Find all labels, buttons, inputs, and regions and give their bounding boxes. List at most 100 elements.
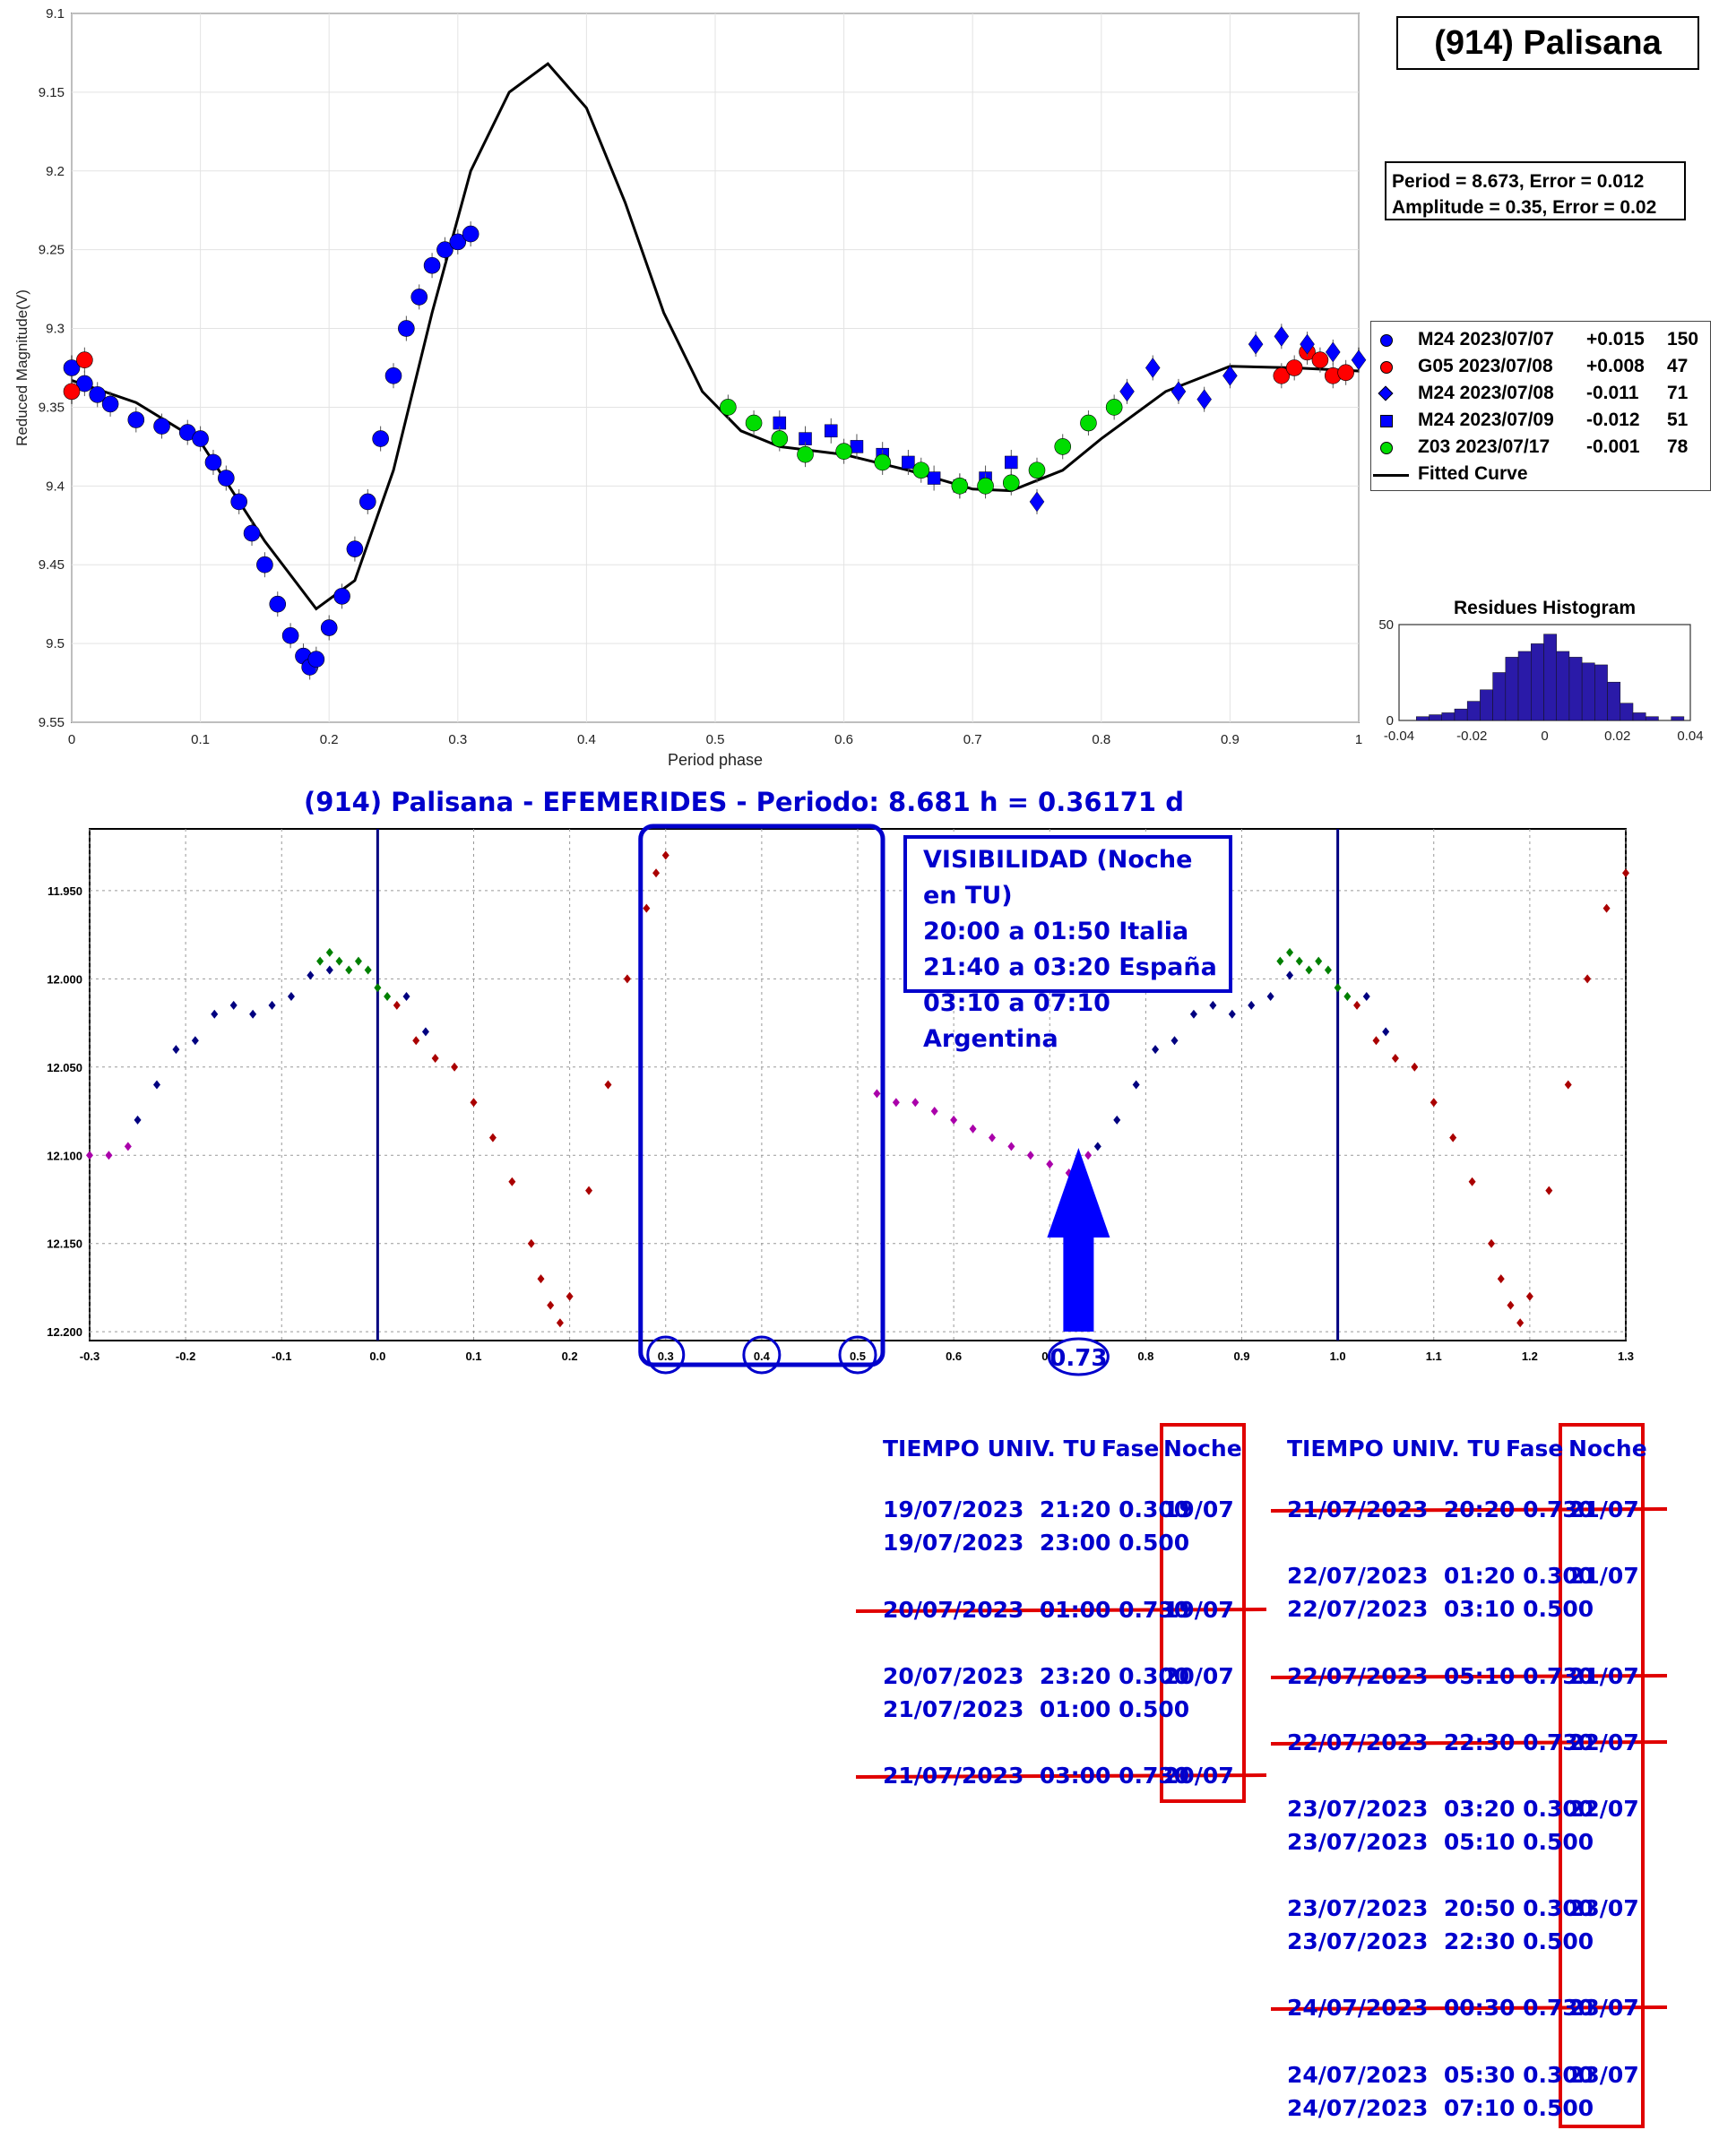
eph-point [527, 1238, 535, 1248]
lc-x-tick-label: 0.6 [834, 732, 853, 747]
table-row: 21/07/2023 20:20 0.730 21/07 [1287, 1496, 1639, 1522]
observation-window-box [638, 824, 885, 1367]
legend-session: G05 2023/07/08 [1418, 356, 1553, 376]
lc-x-tick-label: 0.5 [706, 732, 725, 747]
header-phase: Fase [1506, 1436, 1564, 1462]
legend-session: Z03 2023/07/17 [1418, 436, 1551, 457]
lc-point [1273, 367, 1291, 384]
legend-session: Fitted Curve [1418, 463, 1528, 484]
lc-point [1002, 474, 1020, 492]
row-night: 19/07 [1163, 1597, 1234, 1623]
eph-point [969, 1124, 977, 1134]
row-time-phase: 20/07/2023 23:20 0.300 [883, 1663, 1190, 1689]
legend-marker [1380, 442, 1393, 454]
lc-point [1028, 461, 1046, 479]
lc-point [320, 619, 338, 636]
eph-point [1209, 1000, 1217, 1010]
eph-point [623, 974, 631, 984]
lc-point [1337, 364, 1354, 382]
header-time: TIEMPO UNIV. TU [1287, 1436, 1501, 1462]
visibility-argentina: 03:10 a 07:10 Argentina [923, 989, 1110, 1053]
lc-point [1351, 349, 1367, 371]
eph-point [1507, 1300, 1515, 1310]
eph-point [488, 1133, 497, 1143]
hist-title: Residues Histogram [1454, 598, 1636, 618]
eph-point [1007, 1142, 1015, 1151]
row-time-phase: 23/07/2023 03:20 0.300 [1287, 1796, 1594, 1822]
lc-x-tick-label: 0.1 [191, 732, 210, 747]
lc-point [101, 395, 119, 413]
eph-x-tick-label: 1.1 [1426, 1350, 1442, 1363]
lc-point [1105, 399, 1123, 416]
legend-marker [1380, 334, 1393, 347]
row-time-phase: 19/07/2023 21:20 0.300 [883, 1496, 1190, 1522]
eph-point [1382, 1027, 1390, 1037]
legend-offset: +0.015 [1586, 329, 1645, 349]
lc-y-tick-label: 9.15 [39, 85, 65, 100]
legend-offset: +0.008 [1586, 356, 1645, 376]
lc-point [153, 418, 170, 435]
lc-point [902, 455, 915, 470]
eph-point [1315, 956, 1323, 966]
lc-point [89, 386, 107, 403]
table-row: 21/07/2023 01:00 0.500 [883, 1696, 1189, 1722]
night-column-highlight [1160, 1423, 1246, 1803]
hist-x-tick-label: 0.04 [1677, 729, 1703, 744]
table-row: 23/07/2023 05:10 0.500 [1287, 1829, 1594, 1855]
lc-point [835, 443, 852, 460]
eph-point [1113, 1115, 1121, 1125]
hist-y-tick-label: 50 [1378, 617, 1394, 633]
lc-point [462, 225, 479, 243]
hist-x-tick-label: 0 [1541, 729, 1548, 744]
eph-point [1334, 983, 1342, 993]
row-time-phase: 22/07/2023 01:20 0.300 [1287, 1563, 1594, 1589]
row-night: 20/07 [1163, 1763, 1234, 1789]
lc-x-tick-label: 0.4 [577, 732, 596, 747]
lc-y-tick-label: 9.45 [39, 557, 65, 573]
legend-count: 71 [1667, 383, 1689, 403]
row-time-phase: 22/07/2023 03:10 0.500 [1287, 1596, 1594, 1622]
table-row: 19/07/2023 21:20 0.300 19/07 [883, 1496, 1234, 1522]
eph-x-tick-label: 0.3 [658, 1350, 674, 1363]
eph-point [268, 1000, 276, 1010]
eph-point [988, 1133, 996, 1143]
eph-x-tick-label: 1.3 [1618, 1350, 1634, 1363]
lc-point [333, 588, 350, 605]
lc-point [720, 399, 737, 416]
lc-x-tick-label: 0.2 [320, 732, 339, 747]
legend-count: 47 [1667, 356, 1689, 376]
eph-point [1525, 1291, 1533, 1301]
lc-point [912, 461, 930, 479]
eph-point [1228, 1009, 1236, 1019]
row-time-phase: 19/07/2023 23:00 0.500 [883, 1530, 1190, 1556]
eph-point [1372, 1036, 1380, 1046]
lc-point [1274, 325, 1290, 347]
lc-point [1222, 365, 1238, 386]
lc-point [1248, 333, 1264, 355]
eph-point [1170, 1036, 1179, 1046]
eph-point [1430, 1098, 1438, 1108]
eph-point [643, 903, 651, 913]
eph-point [402, 992, 410, 1002]
lc-y-tick-label: 9.2 [46, 164, 65, 179]
eph-point [1468, 1177, 1476, 1186]
eph-point [249, 1009, 257, 1019]
eph-point [229, 1000, 238, 1010]
legend-item: Fitted Curve [1371, 461, 1710, 488]
eph-point [393, 1000, 401, 1010]
eph-point [1152, 1045, 1160, 1055]
header-night: Noche [1163, 1436, 1242, 1462]
legend-session: M24 2023/07/09 [1418, 410, 1554, 430]
eph-point [211, 1009, 219, 1019]
fitted-curve [71, 62, 1360, 611]
lc-point [1080, 414, 1097, 432]
eph-point [86, 1151, 93, 1160]
lc-point [218, 470, 235, 487]
visibility-italia: 20:00 a 01:50 Italia [923, 918, 1189, 945]
legend-item: M24 2023/07/09 -0.012 51 [1371, 408, 1710, 435]
legend-item: G05 2023/07/08 +0.008 47 [1371, 354, 1710, 381]
eph-x-tick-label: 0.6 [946, 1350, 962, 1363]
lc-point [281, 627, 299, 644]
eph-point [1353, 1000, 1361, 1010]
eph-point [1295, 956, 1303, 966]
